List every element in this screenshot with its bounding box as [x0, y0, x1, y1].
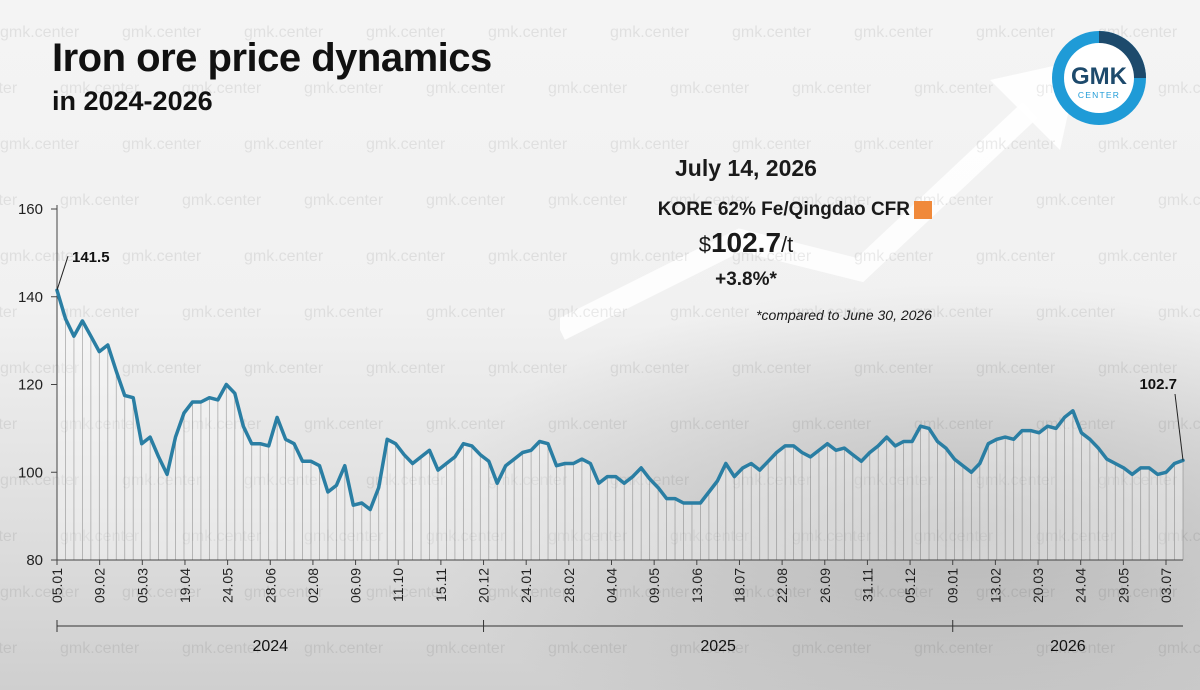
- year-label: 2024: [252, 638, 288, 655]
- x-tick-label: 29.05: [1115, 568, 1131, 603]
- chart-subtitle: in 2024-2026: [52, 86, 213, 116]
- x-tick-label: 24.01: [518, 568, 534, 603]
- x-tick-label: 24.05: [220, 568, 236, 603]
- annotation-leader-last: [1174, 393, 1184, 461]
- x-tick-label: 20.12: [476, 568, 492, 603]
- x-tick-label: 09.05: [646, 568, 662, 603]
- legend-series-label: KORE 62% Fe/Qingdao CFR: [657, 199, 910, 220]
- series-line: [55, 288, 1185, 512]
- x-tick-label: 19.04: [177, 568, 193, 603]
- price-unit: /t: [781, 232, 794, 257]
- year-label: 2025: [700, 638, 736, 655]
- y-tick-label: 80: [26, 552, 43, 569]
- x-tick-label: 06.09: [348, 568, 364, 603]
- y-tick-label: 140: [18, 289, 43, 306]
- price-value: 102.7: [710, 227, 782, 258]
- x-tick-label: 02.08: [305, 568, 321, 603]
- x-tick-label: 04.04: [604, 568, 620, 603]
- x-tick-label: 13.06: [689, 568, 705, 603]
- x-tick-label: 05.01: [49, 568, 65, 603]
- y-tick-label: 120: [18, 377, 43, 394]
- y-tick-label: 160: [18, 201, 43, 218]
- x-tick-label: 31.11: [859, 568, 875, 602]
- x-tick-label: 26.09: [817, 568, 833, 603]
- logo-subtext: CENTER: [1078, 90, 1120, 100]
- x-tick-label: 22.08: [774, 568, 790, 603]
- x-tick-label: 18.07: [731, 568, 747, 603]
- background-rocks-image: [420, 280, 1200, 690]
- callout-price-line: $102.7/t: [560, 227, 932, 259]
- x-tick-label: 05.03: [134, 568, 150, 603]
- price-currency: $: [698, 232, 711, 257]
- price-change: +3.8%*: [715, 269, 777, 290]
- annotation-leader-first: [56, 256, 69, 291]
- x-tick-label: 28.06: [262, 568, 278, 603]
- year-label: 2026: [1050, 638, 1086, 655]
- y-tick-label: 100: [18, 464, 43, 481]
- x-tick-label: 05.12: [902, 568, 918, 603]
- x-tick-label: 09.02: [92, 568, 108, 603]
- annotation-label-last: 102.7: [1139, 376, 1177, 393]
- callout-date: July 14, 2026: [675, 155, 817, 181]
- logo-text: GMK: [1071, 63, 1128, 90]
- x-tick-label: 24.04: [1073, 568, 1089, 603]
- callout-footnote: *compared to June 30, 2026: [756, 307, 932, 323]
- chart-title: Iron ore price dynamics: [52, 36, 492, 80]
- x-tick-label: 13.02: [987, 568, 1003, 603]
- x-tick-label: 11.10: [390, 568, 406, 602]
- x-tick-label: 09.01: [945, 568, 961, 603]
- x-tick-label: 20.03: [1030, 568, 1046, 603]
- area-fill: [57, 290, 1183, 560]
- x-tick-label: 03.07: [1158, 568, 1174, 603]
- annotation-label-first: 141.5: [72, 249, 110, 266]
- x-tick-label: 28.02: [561, 568, 577, 603]
- legend-swatch: [914, 201, 932, 219]
- x-tick-label: 15.11: [433, 568, 449, 602]
- gmk-center-logo: GMK CENTER: [1052, 31, 1146, 125]
